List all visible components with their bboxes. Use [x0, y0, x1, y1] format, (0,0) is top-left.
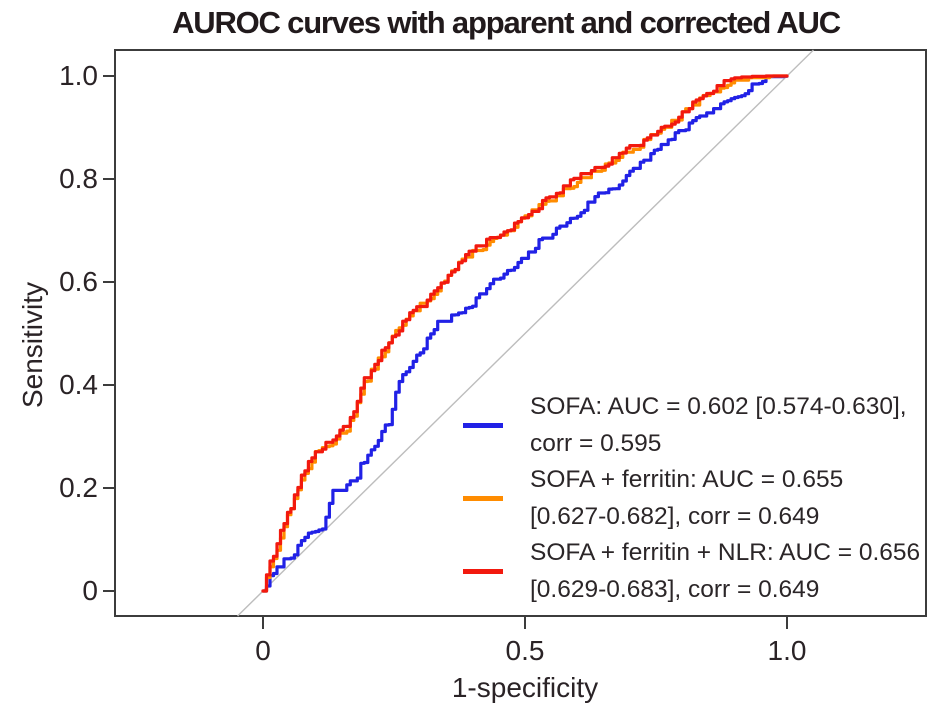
- y-tick-label: 1.0: [59, 60, 98, 91]
- y-tick-label: 0.8: [59, 163, 98, 194]
- y-tick-label: 0: [82, 575, 98, 606]
- legend-label-line: [0.627-0.682], corr = 0.649: [530, 502, 820, 530]
- legend-swatch-sofa-ferritin-nlr: [463, 569, 503, 574]
- x-tick-label: 1.0: [767, 635, 807, 666]
- roc-curve-sofa-ferritin-nlr: [261, 74, 789, 593]
- y-tick-label: 0.6: [59, 266, 98, 297]
- x-axis-title: 1-specificity: [451, 672, 599, 703]
- legend-swatch-sofa: [463, 423, 503, 428]
- legend-label-line: corr = 0.595: [530, 429, 662, 457]
- plot-frame: [114, 49, 927, 617]
- legend-entry-sofa: SOFA: AUC = 0.602 [0.574-0.630], corr = …: [463, 389, 920, 462]
- diagonal-reference-line: [237, 49, 814, 617]
- legend-label-line: [0.629-0.683], corr = 0.649: [530, 575, 820, 603]
- legend-label-line: SOFA + ferritin: AUC = 0.655: [530, 466, 844, 493]
- y-tick-label: 0.4: [59, 369, 98, 400]
- legend-entry-sofa-ferritin: SOFA + ferritin: AUC = 0.655 [0.627-0.68…: [463, 462, 920, 535]
- y-axis-title: Sensitivity: [17, 281, 48, 409]
- x-tick-label: 0: [255, 635, 271, 666]
- legend: SOFA: AUC = 0.602 [0.574-0.630], corr = …: [463, 389, 920, 608]
- roc-curve-sofa: [261, 74, 789, 593]
- x-tick-label: 0.5: [505, 635, 545, 666]
- legend-entry-sofa-ferritin-nlr: SOFA + ferritin + NLR: AUC = 0.656 [0.62…: [463, 535, 920, 608]
- legend-swatch-sofa-ferritin: [463, 496, 503, 501]
- y-tick-label: 0.2: [59, 472, 98, 503]
- chart-title: AUROC curves with apparent and corrected…: [172, 5, 841, 40]
- legend-label-line: SOFA: AUC = 0.602 [0.574-0.630],: [530, 393, 907, 420]
- legend-label-line: SOFA + ferritin + NLR: AUC = 0.656: [530, 539, 921, 566]
